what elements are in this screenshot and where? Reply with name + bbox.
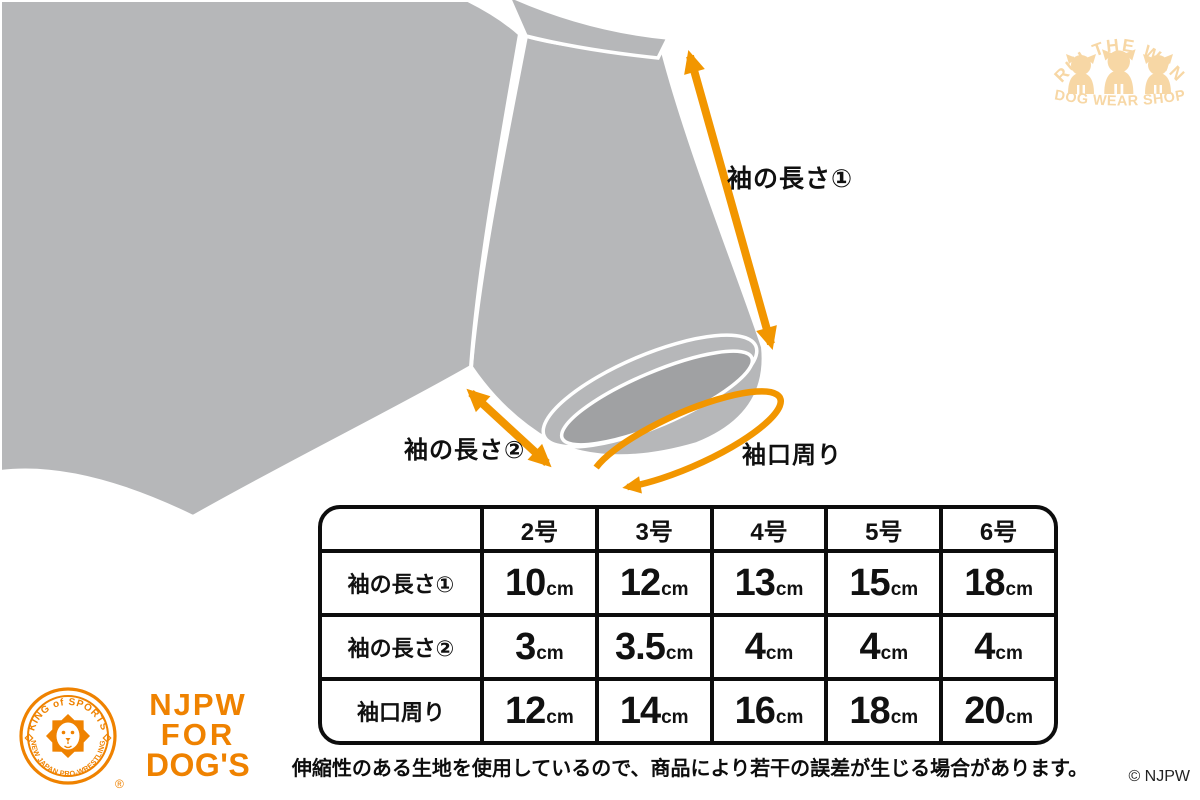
registered-mark: ® [115,777,124,791]
measurement-row-label: 袖口周り [322,677,480,741]
collar-band [508,0,671,60]
size-value-cell: 10cm [480,549,595,613]
sleeve-length-1-label: 袖の長さ① [727,165,854,193]
size-value-cell: 16cm [709,677,825,741]
size-column-header: 4号 [709,509,825,549]
size-value-cell: 15cm [824,549,940,613]
size-column-header: 6号 [939,509,1054,549]
njpw-lion-badge: KING of SPORTS NEW JAPAN PRO-WRESTLING ® [19,687,124,791]
disclaimer-note: 伸縮性のある生地を使用しているので、商品により若干の誤差が生じる場合があります。 [291,758,1089,780]
lion-face-icon [46,714,90,758]
measurement-row-label: 袖の長さ① [322,549,480,613]
cuff-circumference-label: 袖口周り [742,442,842,469]
size-table: 2号 3号 4号 5号 6号 袖の長さ① 10cm 12cm 13cm 15cm… [318,505,1058,745]
size-value-cell: 20cm [939,677,1054,741]
sleeve-length-1-arrow [684,50,777,350]
size-value-cell: 3cm [480,613,595,677]
size-column-header: 5号 [824,509,939,549]
garment-body [0,0,523,520]
brand-line-dogs: DOG'S [145,747,251,783]
shop-logo: RUI THE WAN DOG WEAR SHOP [1050,35,1188,110]
dog-icon [1102,49,1136,95]
sleeve-length-2-arrow [466,388,552,468]
brand-line-for: FOR [160,717,236,752]
sleeve-length-2-label: 袖の長さ② [404,437,526,464]
svg-text:DOG WEAR SHOP: DOG WEAR SHOP [1053,87,1187,109]
cuff-circumference-arrow [593,388,784,494]
size-table-corner-cell [322,509,480,549]
brand-block: KING of SPORTS NEW JAPAN PRO-WRESTLING ®… [16,686,276,798]
size-column-header: 3号 [594,509,710,549]
size-value-cell: 4cm [709,613,825,677]
size-value-cell: 12cm [480,677,595,741]
size-value-cell: 4cm [824,613,940,677]
size-value-cell: 4cm [939,613,1054,677]
size-value-cell: 18cm [939,549,1054,613]
shop-logo-subtext: DOG WEAR SHOP [1053,87,1186,109]
size-column-header: 2号 [480,509,595,549]
copyright-notice: © NJPW [1128,768,1190,785]
size-value-cell: 14cm [594,677,710,741]
measurement-row-label: 袖の長さ② [322,613,480,677]
size-value-cell: 18cm [824,677,940,741]
diamond-icon [102,733,112,743]
diamond-icon [24,733,34,743]
size-value-cell: 12cm [594,549,710,613]
size-value-cell: 3.5cm [594,613,710,677]
size-value-cell: 13cm [709,549,825,613]
brand-line-njpw: NJPW [149,687,247,722]
brand-wordmark: NJPW FOR DOG'S [136,687,260,783]
